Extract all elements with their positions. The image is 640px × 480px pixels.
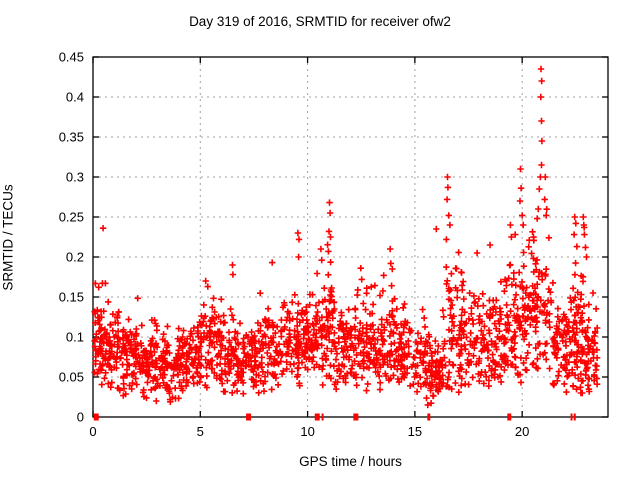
zero-axis-mark (507, 413, 512, 421)
zero-axis-mark (93, 413, 99, 421)
zero-axis-mark (353, 413, 359, 421)
data-points-layer (91, 65, 601, 421)
plot-border (92, 56, 609, 418)
zero-axis-mark (246, 413, 252, 421)
y-tick-label: 0.2 (66, 250, 84, 265)
y-tick-label: 0.1 (66, 330, 84, 345)
x-tick-label: 5 (197, 424, 204, 439)
x-tick-label: 15 (408, 424, 422, 439)
zero-axis-mark (427, 413, 431, 421)
y-tick-label: 0.25 (59, 210, 84, 225)
y-tick-label: 0 (77, 410, 84, 425)
zero-axis-mark (570, 413, 573, 421)
x-axis-label: GPS time / hours (299, 454, 402, 469)
tick-labels: 0 5 10 15 20 0 0.05 0.1 0.15 0.2 0.25 0.3 0.35 0.4 0.4… (59, 50, 530, 440)
scatter-points (91, 65, 601, 409)
x-tick-label: 0 (89, 424, 96, 439)
y-tick-label: 0.45 (59, 50, 84, 65)
chart-title: Day 319 of 2016, SRMTID for receiver ofw… (189, 14, 451, 29)
y-tick-label: 0.35 (59, 130, 84, 145)
y-tick-label: 0.3 (66, 170, 84, 185)
zero-axis-mark (321, 413, 324, 421)
y-tick-label: 0.15 (59, 290, 84, 305)
y-tick-label: 0.05 (59, 370, 84, 385)
y-tick-label: 0.4 (66, 90, 84, 105)
zero-axis-mark (314, 413, 320, 421)
x-tick-label: 10 (300, 424, 314, 439)
x-tick-label: 20 (515, 424, 529, 439)
zero-axis-mark (573, 413, 576, 421)
